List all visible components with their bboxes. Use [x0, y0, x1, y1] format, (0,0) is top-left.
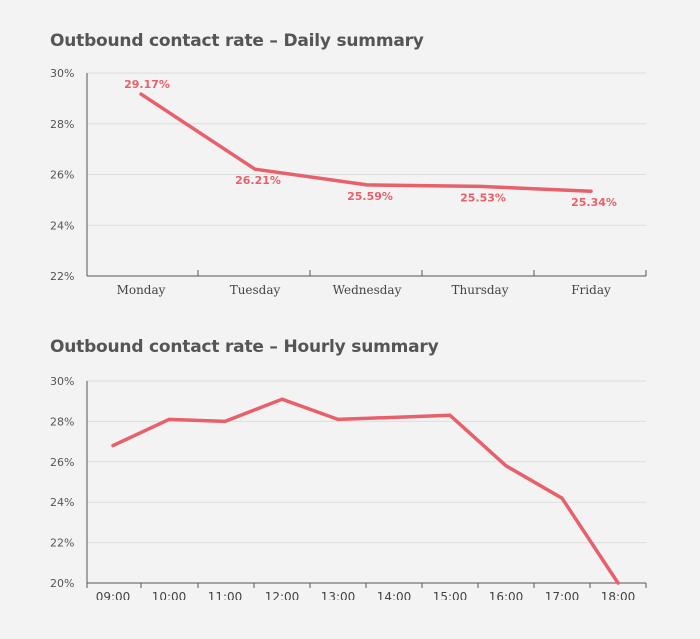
data-label: 25.34% [571, 196, 617, 209]
x-tick-label: Wednesday [333, 283, 402, 297]
data-label: 26.21% [235, 174, 281, 187]
x-tick-label: Tuesday [230, 283, 281, 297]
y-tick-label: 28% [50, 415, 74, 428]
x-tick-label: 17:00 [545, 590, 580, 600]
x-tick-label: 13:00 [321, 590, 356, 600]
x-tick-label: 16:00 [489, 590, 524, 600]
x-tick-label: 11:00 [208, 590, 243, 600]
series-line-1 [139, 92, 593, 193]
x-tick-label: Friday [571, 283, 611, 297]
x-tick-label: 09:00 [96, 590, 131, 600]
hourly-chart-title: Outbound contact rate – Hourly summary [50, 337, 439, 357]
daily-chart-title: Outbound contact rate – Daily summary [50, 31, 424, 51]
y-tick-label: 30% [50, 67, 74, 80]
y-tick-label: 26% [50, 169, 74, 182]
x-tick-label: 12:00 [265, 590, 300, 600]
data-label: 25.53% [460, 191, 506, 204]
y-tick-label: 22% [50, 537, 74, 550]
data-label: 29.17% [124, 78, 170, 91]
x-tick-label: 15:00 [433, 590, 468, 600]
series-line-1 [111, 397, 620, 585]
hourly-line-chart: 20% 22% 24% 26% 28% 30% 09:00 10:00 11:00 12:00 13… [50, 375, 647, 600]
y-tick-label: 22% [50, 270, 74, 283]
y-tick-label: 24% [50, 219, 74, 232]
x-tick-label: Thursday [452, 283, 509, 297]
y-tick-label: 24% [50, 496, 74, 509]
y-tick-label: 30% [50, 375, 74, 388]
data-label: 25.59% [347, 190, 393, 203]
x-tick-label: 14:00 [377, 590, 412, 600]
x-tick-label: 18:00 [601, 590, 636, 600]
y-tick-label: 26% [50, 456, 74, 469]
daily-line-chart: 22% 24% 26% 28% 30% Monday Tuesday Wednesday Thu… [50, 67, 647, 297]
x-tick-label: Monday [117, 283, 166, 297]
y-tick-label: 20% [50, 577, 74, 590]
x-tick-label: 10:00 [152, 590, 187, 600]
y-tick-label: 28% [50, 118, 74, 131]
